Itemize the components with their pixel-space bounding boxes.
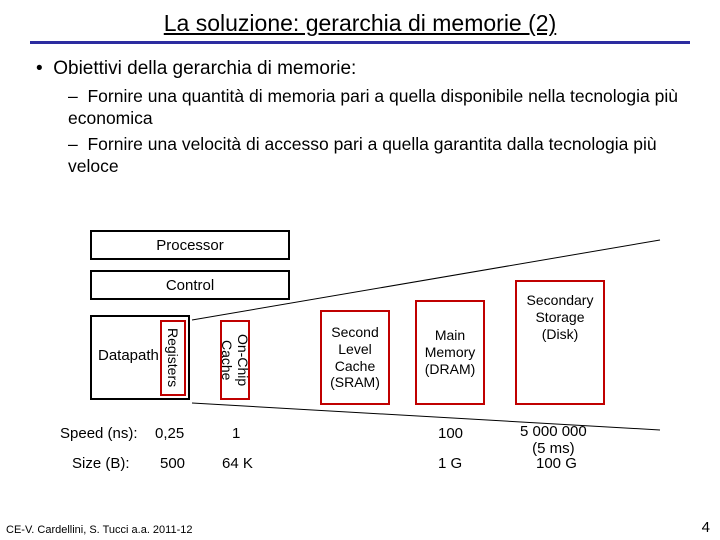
processor-box: Processor [90, 230, 290, 260]
control-box: Control [90, 270, 290, 300]
size-onchip: 64 K [222, 455, 253, 472]
hierarchy-diagram: Processor Control Datapath Registers On-… [60, 230, 680, 490]
slide-title: La soluzione: gerarchia di memorie (2) [0, 0, 720, 37]
main-memory-box: Main Memory (DRAM) [415, 300, 485, 405]
onchip-cache-box: On-Chip Cache [220, 320, 250, 400]
size-registers: 500 [160, 455, 185, 472]
l2-label: Second Level Cache (SRAM) [326, 324, 384, 391]
bullet-level2: – Fornire una velocità di accesso pari a… [68, 134, 690, 178]
bullet-2a-text: Fornire una quantità di memoria pari a q… [68, 86, 678, 128]
registers-box: Registers [160, 320, 186, 396]
page-number: 4 [702, 519, 710, 536]
l2-cache-box: Second Level Cache (SRAM) [320, 310, 390, 405]
speed-disk-ns: 5 000 000 [520, 423, 587, 440]
disk-box: Secondary Storage (Disk) [515, 280, 605, 405]
datapath-label: Datapath [98, 347, 159, 364]
size-row-label: Size (B): [72, 455, 130, 472]
speed-disk: 5 000 000 (5 ms) [520, 423, 587, 457]
control-label: Control [166, 277, 214, 294]
bullet-1-text: Obiettivi della gerarchia di memorie: [53, 58, 356, 79]
bullet-list: • Obiettivi della gerarchia di memorie: … [30, 58, 690, 178]
main-label: Main Memory (DRAM) [421, 327, 479, 377]
footer-credit: CE-V. Cardellini, S. Tucci a.a. 2011-12 [6, 524, 192, 536]
size-disk: 100 G [536, 455, 577, 472]
processor-label: Processor [156, 237, 224, 254]
speed-registers: 0,25 [155, 425, 184, 442]
speed-row-label: Speed (ns): [60, 425, 138, 442]
bullet-level2: – Fornire una quantità di memoria pari a… [68, 86, 690, 130]
bullet-2b-text: Fornire una velocità di accesso pari a q… [68, 134, 657, 176]
speed-main: 100 [438, 425, 463, 442]
title-rule [30, 41, 690, 44]
size-main: 1 G [438, 455, 462, 472]
speed-onchip: 1 [232, 425, 240, 442]
registers-label: Registers [165, 328, 181, 387]
onchip-label: On-Chip Cache [219, 322, 251, 398]
bullet-level1: • Obiettivi della gerarchia di memorie: [36, 58, 690, 80]
disk-label: Secondary Storage (Disk) [521, 292, 599, 342]
